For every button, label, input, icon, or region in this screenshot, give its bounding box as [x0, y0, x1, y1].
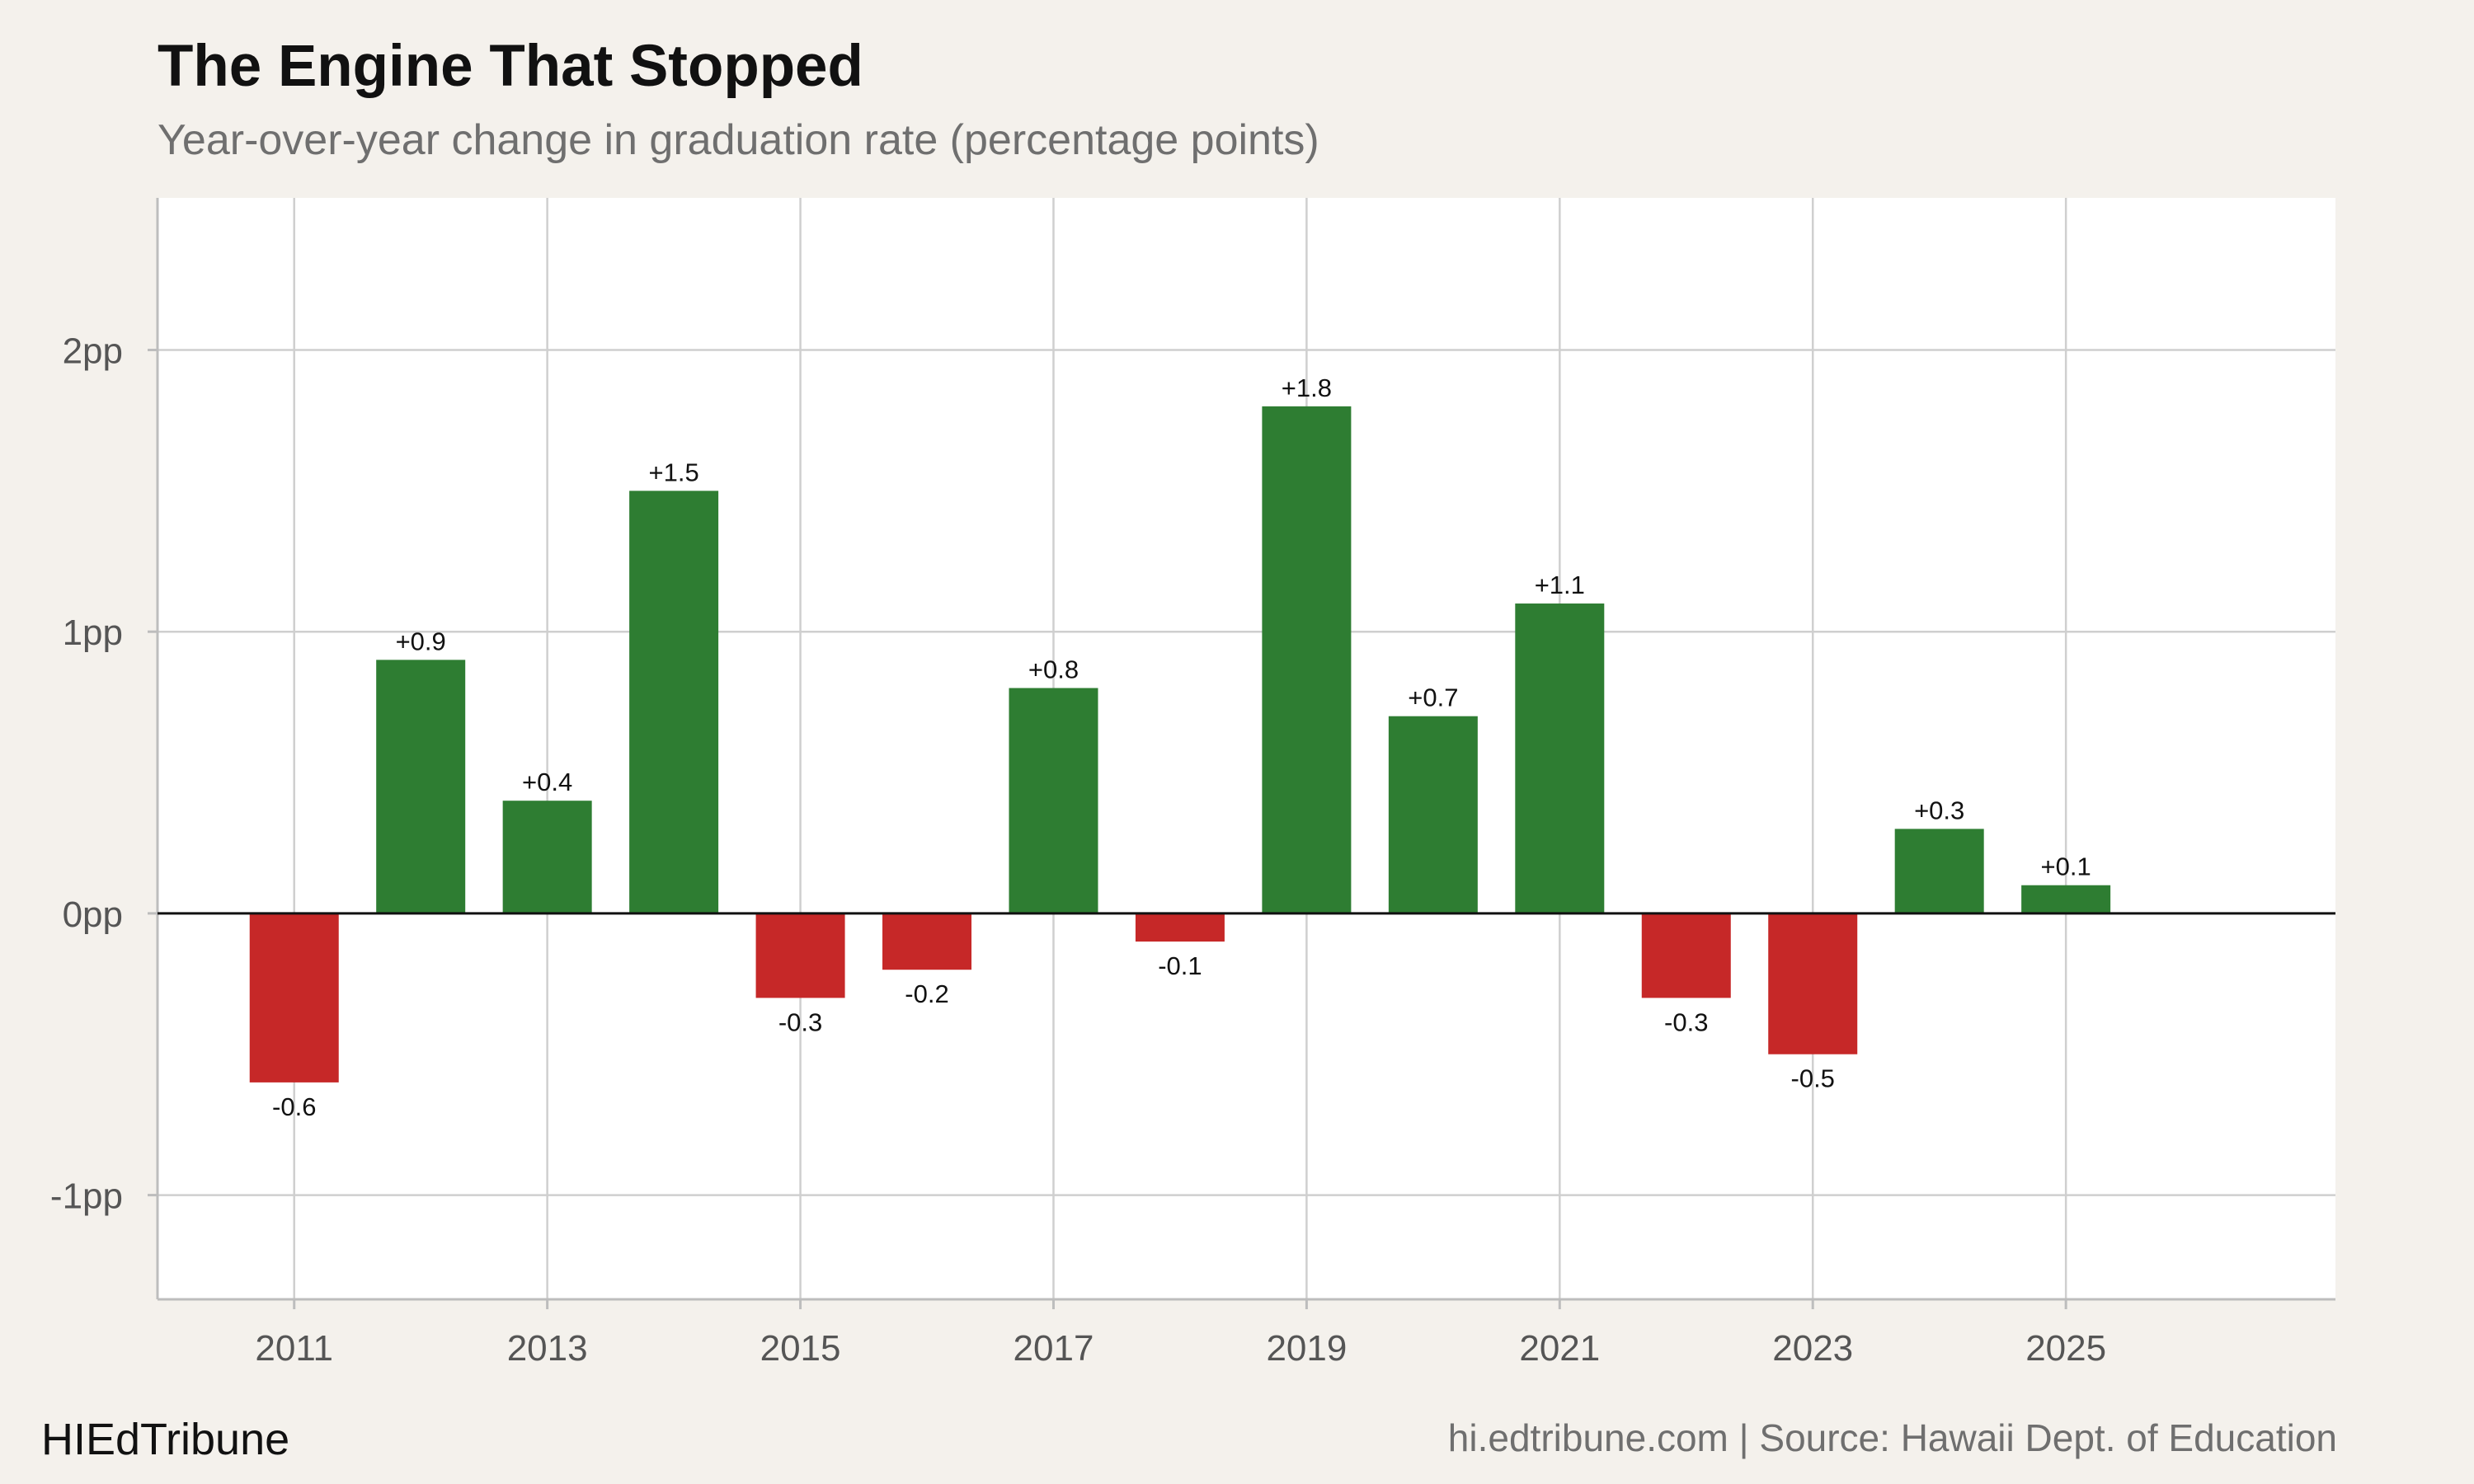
data-label-2024: +0.3 [1914, 796, 1964, 824]
bar-2025 [2021, 885, 2111, 913]
chart-subtitle: Year-over-year change in graduation rate… [158, 116, 1319, 164]
bar-2013 [502, 801, 592, 913]
y-tick-label: -1pp [50, 1176, 123, 1217]
data-label-2020: +0.7 [1408, 683, 1458, 712]
data-label-2018: -0.1 [1158, 951, 1202, 980]
bar-2022 [1641, 913, 1731, 998]
bar-2011 [249, 913, 339, 1082]
y-tick-label: 2pp [63, 331, 123, 372]
data-label-2016: -0.2 [905, 979, 948, 1008]
source-note: hi.edtribune.com | Source: Hawaii Dept. … [1447, 1416, 2337, 1459]
bar-2017 [1009, 688, 1098, 913]
bar-2015 [755, 913, 845, 998]
bar-2018 [1135, 913, 1225, 942]
bar-2023 [1768, 913, 1858, 1054]
data-label-2017: +0.8 [1028, 655, 1079, 684]
bar-2016 [882, 913, 972, 970]
x-tick-label: 2015 [760, 1328, 841, 1369]
x-tick-label: 2017 [1014, 1328, 1094, 1369]
data-label-2013: +0.4 [522, 768, 572, 796]
data-label-2021: +1.1 [1535, 571, 1585, 599]
data-label-2019: +1.8 [1282, 373, 1332, 402]
bar-2019 [1262, 406, 1352, 913]
data-label-2011: -0.6 [272, 1092, 316, 1121]
plot-panel [158, 198, 2335, 1299]
x-tick-label: 2019 [1266, 1328, 1347, 1369]
x-tick-label: 2025 [2025, 1328, 2106, 1369]
data-label-2023: -0.5 [1791, 1064, 1835, 1093]
y-tick-label: 0pp [63, 895, 123, 935]
x-tick-label: 2023 [1772, 1328, 1853, 1369]
y-tick-label: 1pp [63, 613, 123, 653]
brand-logo-text: HIEdTribune [41, 1415, 290, 1464]
data-label-2012: +0.9 [396, 627, 446, 655]
x-tick-label: 2013 [507, 1328, 588, 1369]
x-tick-label: 2021 [1519, 1328, 1600, 1369]
data-label-2022: -0.3 [1664, 1007, 1708, 1036]
bar-2021 [1515, 603, 1605, 913]
bar-2024 [1894, 829, 1984, 913]
bar-2014 [629, 491, 719, 913]
bar-2020 [1388, 716, 1478, 913]
data-label-2025: +0.1 [2041, 852, 2091, 881]
data-label-2015: -0.3 [778, 1007, 822, 1036]
bar-2012 [376, 660, 466, 913]
x-tick-label: 2011 [255, 1328, 333, 1369]
data-label-2014: +1.5 [649, 458, 699, 486]
chart-title: The Engine That Stopped [158, 34, 863, 99]
